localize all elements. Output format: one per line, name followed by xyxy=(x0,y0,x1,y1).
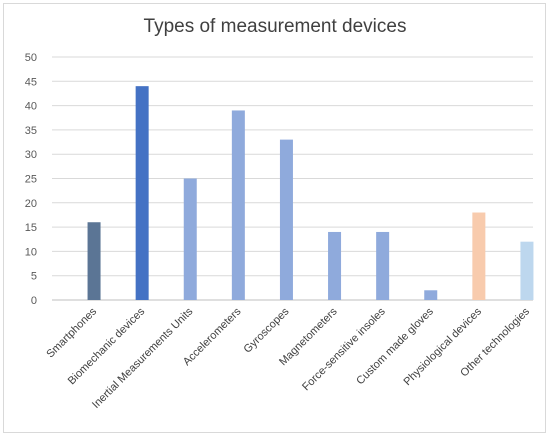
bar xyxy=(376,231,390,300)
x-tick-label: Gyroscopes xyxy=(242,305,292,355)
y-tick-label: 10 xyxy=(25,246,37,258)
y-tick-label: 20 xyxy=(25,198,37,210)
y-tick-label: 15 xyxy=(25,222,37,234)
y-tick-label: 5 xyxy=(31,271,37,283)
chart-frame xyxy=(3,3,546,433)
bar xyxy=(328,231,342,300)
bar xyxy=(424,290,438,300)
bar xyxy=(183,178,197,300)
bar xyxy=(231,110,245,301)
y-tick-label: 45 xyxy=(25,76,37,88)
y-axis-ticks: 0 5 10 15 20 25 30 35 40 45 50 xyxy=(25,52,37,307)
y-tick-label: 0 xyxy=(31,295,37,307)
bar xyxy=(87,222,101,300)
x-tick-label: Inertial Measurements Units xyxy=(90,305,196,411)
y-tick-label: 35 xyxy=(25,125,37,137)
bar xyxy=(135,86,149,300)
x-tick-label: Force-sensitive insoles xyxy=(300,305,388,393)
y-tick-label: 50 xyxy=(25,52,37,64)
bar xyxy=(520,241,534,300)
y-tick-label: 25 xyxy=(25,174,37,186)
y-tick-label: 40 xyxy=(25,101,37,113)
chart-title: Types of measurement devices xyxy=(143,16,407,37)
y-tick-label: 30 xyxy=(25,149,37,161)
bar xyxy=(279,139,293,300)
bar xyxy=(472,212,486,300)
bars xyxy=(87,86,534,301)
